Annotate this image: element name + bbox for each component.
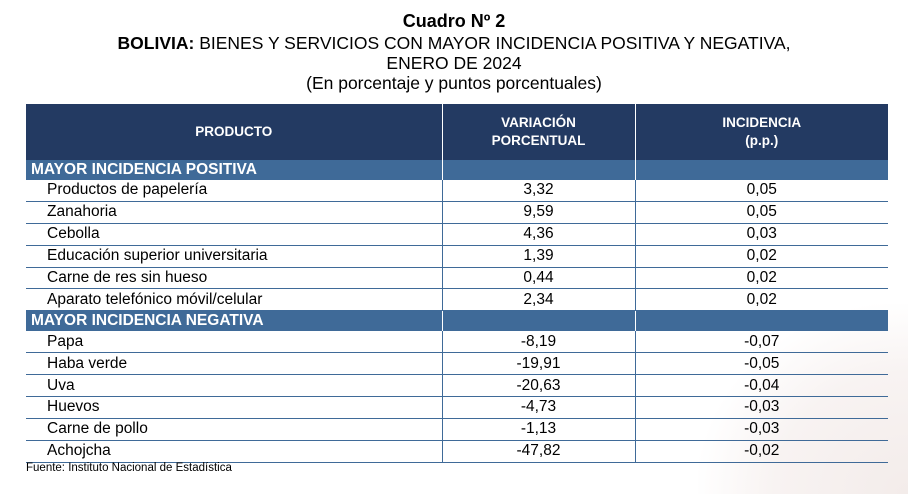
- variation-cell: -19,91: [441, 352, 635, 376]
- product-cell: Carne de res sin hueso: [26, 267, 442, 290]
- title-block: Cuadro Nº 2 BOLIVIA: BIENES Y SERVICIOS …: [0, 10, 908, 93]
- product-cell: Carne de pollo: [26, 418, 442, 441]
- table-header-row: PRODUCTO VARIACIÓN PORCENTUAL INCIDENCIA (…: [26, 104, 888, 160]
- table-number: Cuadro Nº 2: [402, 11, 506, 31]
- product-cell: Achojcha: [26, 440, 442, 463]
- table-row: Achojcha -47,82 -0,02: [26, 440, 888, 463]
- product-cell: Educación superior universitaria: [26, 245, 442, 268]
- table-row: Carne de res sin hueso 0,44 0,02: [26, 267, 888, 290]
- table-row: Zanahoria 9,59 0,05: [26, 201, 888, 224]
- incidence-cell: 0,03: [634, 223, 888, 246]
- header-product: PRODUCTO: [26, 104, 442, 160]
- variation-cell: 1,39: [441, 245, 635, 268]
- variation-cell: -4,73: [441, 396, 635, 419]
- table-row: Papa -8,19 -0,07: [26, 331, 888, 354]
- section-label: MAYOR INCIDENCIA POSITIVA: [26, 160, 442, 180]
- incidence-cell: -0,04: [634, 374, 888, 398]
- variation-cell: 0,44: [441, 267, 635, 290]
- section-empty-cell: [441, 310, 635, 332]
- table-row: Huevos -4,73 -0,03: [26, 396, 888, 419]
- incidence-cell: 0,05: [634, 201, 888, 224]
- product-cell: Productos de papelería: [26, 180, 442, 202]
- table-title-line2: ENERO DE 2024: [386, 53, 522, 73]
- variation-cell: 4,36: [441, 223, 635, 246]
- incidence-cell: -0,03: [634, 396, 888, 419]
- product-cell: Aparato telefónico móvil/celular: [26, 288, 442, 312]
- variation-cell: 3,32: [441, 180, 635, 202]
- incidence-cell: -0,07: [634, 331, 888, 354]
- incidence-cell: 0,02: [634, 288, 888, 312]
- incidence-cell: -0,02: [634, 440, 888, 463]
- table-units: (En porcentaje y puntos porcentuales): [306, 73, 602, 93]
- variation-cell: -1,13: [441, 418, 635, 441]
- section-row-negative: MAYOR INCIDENCIA NEGATIVA: [26, 310, 888, 332]
- header-variation-line2: PORCENTUAL: [491, 133, 586, 148]
- table-row: Aparato telefónico móvil/celular 2,34 0,02: [26, 288, 888, 312]
- header-incidence-line1: INCIDENCIA: [722, 115, 802, 130]
- variation-cell: 9,59: [441, 201, 635, 224]
- header-variation-line1: VARIACIÓN: [501, 115, 576, 130]
- table-row: Carne de pollo -1,13 -0,03: [26, 418, 888, 441]
- section-empty-cell: [634, 310, 888, 332]
- title-text: BIENES Y SERVICIOS CON MAYOR INCIDENCIA …: [199, 33, 791, 53]
- section-empty-cell: [634, 160, 888, 180]
- product-cell: Papa: [26, 331, 442, 354]
- table-row: Educación superior universitaria 1,39 0,02: [26, 245, 888, 268]
- section-label: MAYOR INCIDENCIA NEGATIVA: [26, 310, 442, 332]
- incidence-cell: -0,05: [634, 352, 888, 376]
- data-table: PRODUCTO VARIACIÓN PORCENTUAL INCIDENCIA (…: [26, 104, 888, 463]
- variation-cell: -47,82: [441, 440, 635, 463]
- table-row: Productos de papelería 3,32 0,05: [26, 180, 888, 202]
- section-row-positive: MAYOR INCIDENCIA POSITIVA: [26, 160, 888, 180]
- header-variation: VARIACIÓN PORCENTUAL: [441, 104, 635, 160]
- header-incidence-line2: (p.p.): [745, 133, 779, 148]
- incidence-cell: 0,02: [634, 267, 888, 290]
- table-title-line1: BOLIVIA: BIENES Y SERVICIOS CON MAYOR IN…: [0, 33, 908, 53]
- header-incidence: INCIDENCIA (p.p.): [634, 104, 888, 160]
- source-note: Fuente: Instituto Nacional de Estadístic…: [26, 462, 232, 474]
- product-cell: Huevos: [26, 396, 442, 419]
- product-cell: Uva: [26, 374, 442, 398]
- incidence-cell: -0,03: [634, 418, 888, 441]
- variation-cell: 2,34: [441, 288, 635, 312]
- section-empty-cell: [441, 160, 635, 180]
- product-cell: Cebolla: [26, 223, 442, 246]
- table-row: Cebolla 4,36 0,03: [26, 223, 888, 246]
- product-cell: Haba verde: [26, 352, 442, 376]
- variation-cell: -20,63: [441, 374, 635, 398]
- table-row: Haba verde -19,91 -0,05: [26, 352, 888, 376]
- variation-cell: -8,19: [441, 331, 635, 354]
- product-cell: Zanahoria: [26, 201, 442, 224]
- incidence-cell: 0,05: [634, 180, 888, 202]
- title-country: BOLIVIA:: [117, 33, 195, 53]
- incidence-cell: 0,02: [634, 245, 888, 268]
- table-row: Uva -20,63 -0,04: [26, 374, 888, 398]
